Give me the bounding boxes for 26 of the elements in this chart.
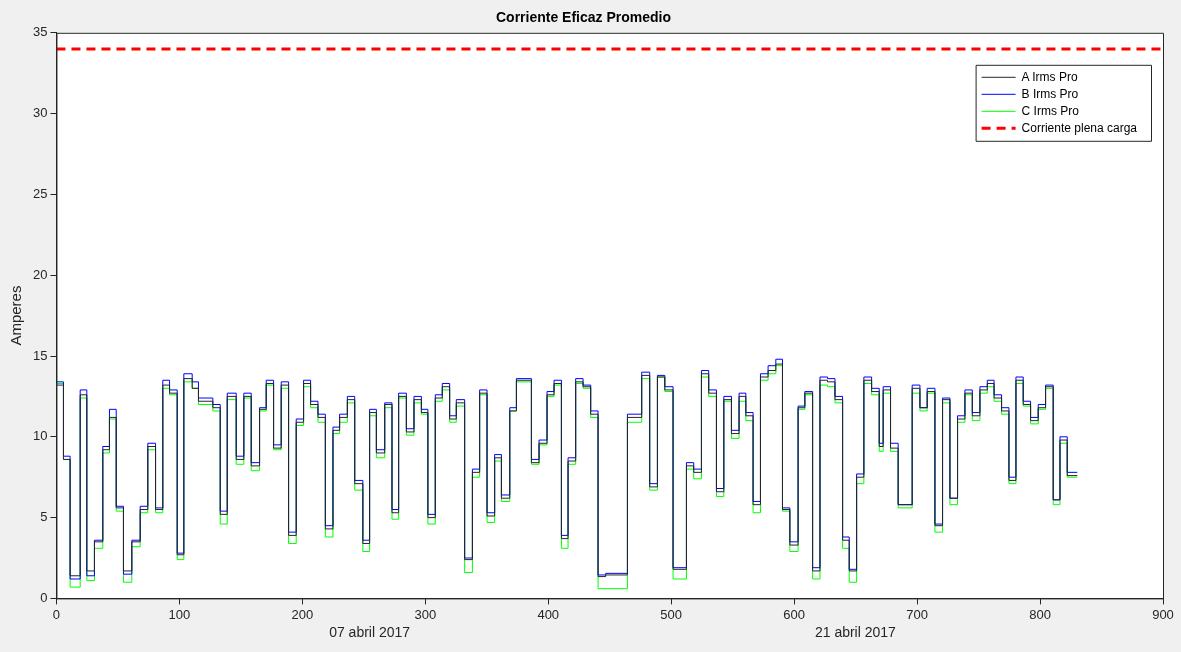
x-tick-label: 400 — [537, 606, 560, 622]
legend-label: C Irms Pro — [1021, 103, 1080, 118]
legend-label: B Irms Pro — [1021, 86, 1079, 101]
y-tick-label: 0 — [40, 589, 48, 605]
y-tick-label: 10 — [32, 428, 48, 444]
x-tick-label: 300 — [414, 606, 437, 622]
x-tick-label: 100 — [168, 606, 191, 622]
y-tick-label: 5 — [40, 509, 48, 525]
y-axis-title: Amperes — [7, 285, 25, 346]
x-tick-label: 700 — [906, 606, 928, 622]
y-tick-label: 30 — [32, 105, 48, 121]
x-tick-label: 200 — [291, 606, 314, 622]
y-tick-label: 15 — [32, 347, 48, 363]
y-tick-label: 35 — [32, 24, 48, 40]
chart-title: Corriente Eficaz Promedio — [495, 9, 672, 26]
text: 21 abril 2017 — [814, 624, 897, 641]
x-tick-label: 800 — [1029, 606, 1051, 622]
legend-label: A Irms Pro — [1021, 69, 1078, 84]
text: 07 abril 2017 — [329, 624, 411, 641]
legend-label: Corriente plena carga — [1021, 120, 1138, 135]
x-tick-label: 600 — [783, 606, 805, 622]
x-tick-label: 0 — [52, 606, 61, 622]
x-tick-label: 900 — [1152, 606, 1174, 622]
y-tick-label: 20 — [32, 266, 48, 282]
y-tick-label: 25 — [32, 185, 48, 201]
x-tick-label: 500 — [660, 606, 683, 622]
